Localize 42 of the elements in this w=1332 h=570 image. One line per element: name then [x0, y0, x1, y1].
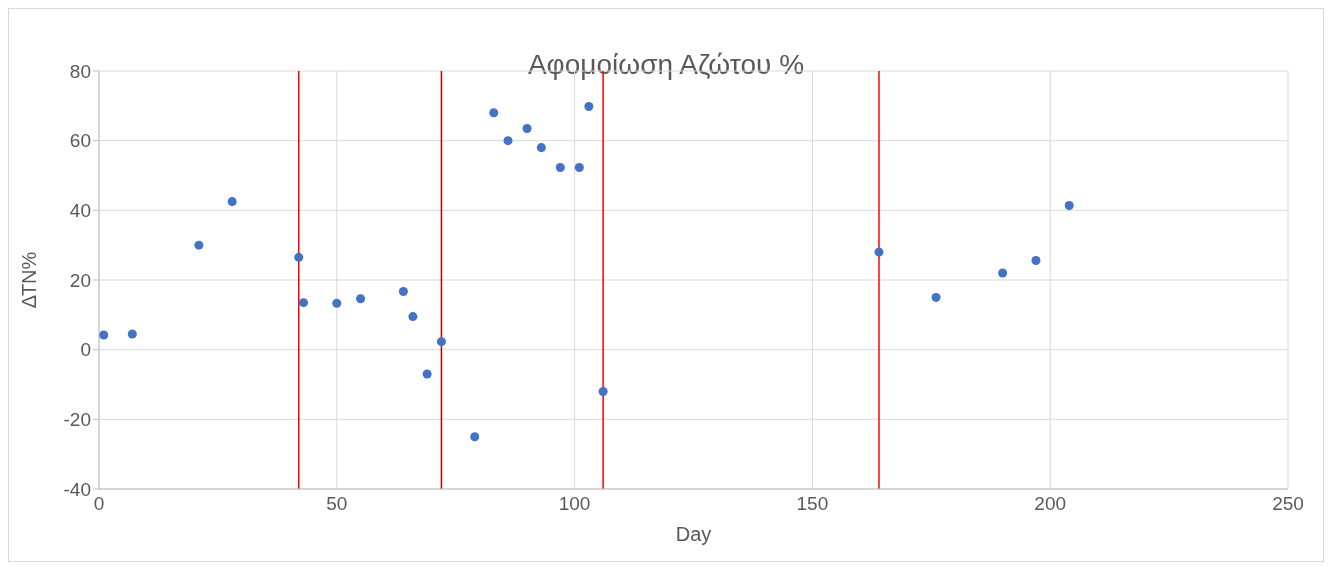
y-tick-label: -40 — [63, 478, 91, 500]
point — [998, 268, 1008, 278]
point — [408, 312, 418, 322]
point — [574, 162, 584, 172]
y-axis-title: ΔΤΝ% — [18, 251, 41, 309]
x-tick-label: 200 — [1034, 493, 1067, 515]
point — [99, 330, 109, 340]
x-axis-title: Day — [675, 523, 712, 545]
point — [874, 247, 884, 257]
y-tick-label: 40 — [69, 200, 91, 222]
point — [194, 240, 204, 250]
point — [1064, 200, 1074, 210]
point — [298, 298, 309, 308]
point — [536, 143, 546, 153]
x-tick-label: 150 — [796, 493, 829, 515]
point — [1031, 255, 1041, 265]
point — [398, 286, 408, 296]
point — [470, 432, 480, 442]
y-tick-label: 20 — [69, 269, 91, 291]
x-tick-label: 100 — [558, 493, 591, 515]
point — [503, 136, 513, 146]
y-tick-label: 80 — [69, 60, 91, 82]
point — [127, 329, 137, 339]
point — [598, 386, 608, 396]
y-tick-label: 0 — [80, 339, 91, 361]
point — [522, 123, 532, 133]
point — [422, 369, 432, 379]
x-tick-label: 250 — [1272, 493, 1304, 515]
point — [436, 337, 446, 347]
point — [356, 294, 366, 304]
point — [931, 292, 941, 302]
point — [555, 162, 565, 172]
point — [584, 102, 594, 112]
y-tick-label: -20 — [63, 409, 91, 431]
point — [227, 197, 237, 207]
point — [332, 298, 342, 308]
point — [489, 108, 499, 118]
x-tick-label: 50 — [326, 493, 348, 515]
chart-title: Αφομοίωση Αζώτου % — [527, 49, 805, 80]
point — [294, 252, 304, 262]
y-tick-label: 60 — [69, 130, 91, 152]
x-tick-label: 0 — [93, 493, 105, 515]
